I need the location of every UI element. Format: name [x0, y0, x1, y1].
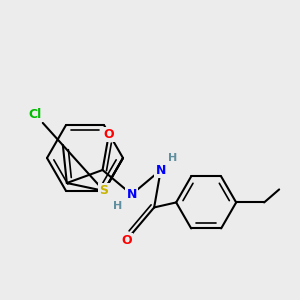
Text: H: H	[113, 201, 122, 212]
Text: N: N	[127, 188, 137, 201]
Text: H: H	[168, 153, 177, 163]
Text: N: N	[156, 164, 166, 176]
Text: O: O	[103, 128, 114, 141]
Text: Cl: Cl	[28, 107, 41, 121]
Text: O: O	[121, 234, 132, 247]
Text: S: S	[100, 184, 109, 197]
